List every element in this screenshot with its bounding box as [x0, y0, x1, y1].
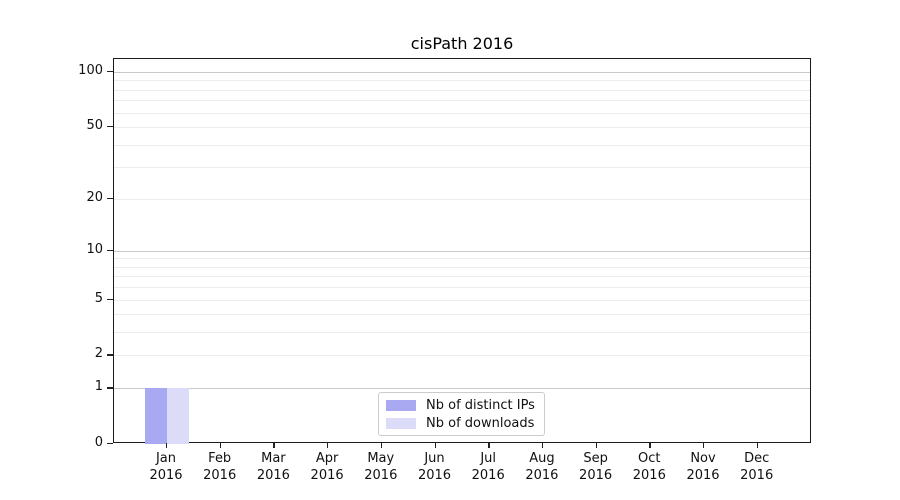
y-tick — [107, 71, 113, 73]
y-tick-label: 0 — [94, 435, 103, 450]
gridline-minor — [114, 80, 810, 82]
month-label: Mar — [261, 451, 286, 466]
y-tick-label: 1 — [94, 379, 103, 395]
y-tick — [107, 387, 113, 389]
y-tick-label: 100 — [78, 63, 103, 79]
x-tick — [273, 443, 275, 448]
year-label: 2016 — [256, 468, 290, 483]
y-tick — [107, 443, 113, 445]
legend: Nb of distinct IPs Nb of downloads — [378, 392, 545, 436]
gridline-minor — [114, 112, 810, 114]
x-tick — [434, 443, 436, 448]
year-label: 2016 — [471, 468, 505, 483]
year-label: 2016 — [364, 468, 398, 483]
year-label: 2016 — [149, 468, 183, 483]
legend-row: Nb of distinct IPs — [386, 398, 536, 413]
year-label: 2016 — [417, 468, 452, 483]
month-label: Aug — [529, 451, 555, 466]
x-tick — [380, 443, 383, 448]
gridline-minor — [114, 89, 810, 91]
gridline-minor — [114, 167, 810, 169]
x-tick — [166, 443, 168, 448]
x-tick — [649, 443, 651, 448]
legend-swatch — [386, 417, 416, 429]
legend-label: Nb of downloads — [426, 415, 535, 431]
gridline-minor — [114, 332, 810, 334]
y-tick-label: 50 — [86, 118, 103, 134]
year-label: 2016 — [632, 468, 666, 483]
gridline-major — [114, 250, 810, 252]
bar — [145, 388, 167, 444]
y-tick — [107, 249, 113, 252]
year-label: 2016 — [310, 468, 344, 483]
month-label: Jan — [155, 451, 177, 466]
y-tick-label: 10 — [86, 241, 103, 257]
gridline-minor — [114, 258, 810, 260]
y-tick — [107, 126, 113, 128]
gridline-minor — [114, 127, 810, 129]
x-tick — [541, 443, 544, 448]
x-tick — [703, 443, 705, 448]
y-tick-label: 20 — [86, 189, 103, 205]
legend-swatch — [386, 399, 416, 411]
plot-area — [113, 58, 811, 444]
year-label: 2016 — [740, 468, 774, 483]
y-tick — [107, 298, 113, 300]
x-tick-label: Oct 2016 — [617, 450, 681, 484]
month-label: Sep — [583, 451, 608, 466]
bar — [167, 388, 189, 444]
gridline-major — [114, 388, 810, 390]
month-label: Apr — [315, 451, 339, 466]
x-tick-label: Jun 2016 — [403, 450, 467, 484]
month-label: Feb — [208, 451, 232, 466]
gridline-minor — [114, 287, 810, 289]
x-tick — [219, 443, 222, 448]
year-label: 2016 — [203, 468, 237, 483]
x-tick — [595, 443, 597, 448]
x-tick-label: Sep 2016 — [564, 450, 628, 484]
x-tick — [327, 443, 329, 448]
month-label: Oct — [638, 451, 661, 466]
x-tick-label: Apr 2016 — [295, 450, 359, 484]
x-tick — [488, 443, 490, 448]
y-tick — [107, 354, 113, 356]
gridline-minor — [114, 198, 810, 200]
gridline-minor — [114, 100, 810, 102]
x-tick-label: Nov 2016 — [671, 450, 735, 484]
year-label: 2016 — [579, 468, 613, 483]
month-label: Jul — [480, 451, 497, 466]
gridline-minor — [114, 276, 810, 278]
x-tick-label: Dec 2016 — [725, 450, 789, 484]
x-tick-label: May 2016 — [349, 450, 413, 484]
month-label: May — [367, 451, 395, 466]
x-tick-label: Feb 2016 — [188, 450, 252, 484]
x-tick-label: Jul 2016 — [456, 450, 520, 484]
legend-row: Nb of downloads — [386, 416, 536, 431]
gridline-major — [114, 72, 810, 74]
x-tick-label: Aug 2016 — [510, 450, 574, 484]
gridline-minor — [114, 299, 810, 301]
chart-title: cisPath 2016 — [410, 34, 514, 53]
month-label: Nov — [690, 451, 716, 466]
y-tick — [107, 197, 113, 199]
x-tick-label: Jan 2016 — [134, 450, 198, 484]
x-tick-label: Mar 2016 — [241, 450, 305, 484]
month-label: Jun — [424, 451, 445, 466]
year-label: 2016 — [686, 468, 720, 483]
year-label: 2016 — [525, 468, 559, 483]
y-tick-label: 5 — [94, 290, 103, 306]
legend-label: Nb of distinct IPs — [426, 397, 535, 413]
month-label: Dec — [744, 451, 770, 466]
y-tick-label: 2 — [94, 346, 103, 362]
gridline-minor — [114, 314, 810, 316]
gridline-minor — [114, 355, 810, 357]
gridline-minor — [114, 266, 810, 268]
gridline-minor — [114, 144, 810, 146]
x-tick — [756, 443, 759, 448]
